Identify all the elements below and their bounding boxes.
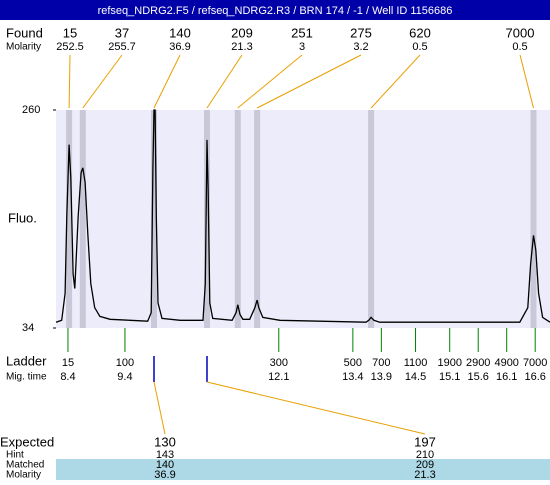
matched-value: 209 xyxy=(416,459,434,471)
mig-time: 16.1 xyxy=(496,371,517,383)
title-bar xyxy=(0,0,550,20)
mig-time: 16.6 xyxy=(524,371,545,383)
found-molarity: 252.5 xyxy=(56,41,84,53)
ladder-size: 4900 xyxy=(494,357,518,369)
expected-value: 130 xyxy=(154,434,176,449)
peak-band xyxy=(66,110,73,328)
found-molarity: 21.3 xyxy=(231,41,252,53)
peak-connector xyxy=(206,54,243,109)
expected-connector xyxy=(206,381,426,435)
peak-connector xyxy=(370,54,421,109)
peak-band xyxy=(151,110,158,328)
found-size: 209 xyxy=(231,25,253,40)
found-size: 620 xyxy=(409,25,431,40)
peak-connector xyxy=(68,54,71,109)
peak-connector xyxy=(82,54,123,109)
found-size: 251 xyxy=(291,25,313,40)
ladder-size: 500 xyxy=(344,357,362,369)
found-molarity-label: Molarity xyxy=(6,42,41,53)
mig-time: 8.4 xyxy=(60,371,75,383)
peak-band xyxy=(234,110,241,328)
found-molarity: 255.7 xyxy=(108,41,136,53)
ladder-size: 2900 xyxy=(466,357,490,369)
expected-label: Expected xyxy=(0,434,54,449)
plot-area xyxy=(56,110,550,328)
y-tick-label: 260 xyxy=(22,104,40,116)
found-molarity: 3.2 xyxy=(353,41,368,53)
ladder-size: 7000 xyxy=(523,357,547,369)
trace xyxy=(55,109,550,323)
mig-time: 14.5 xyxy=(405,371,426,383)
found-label: Found xyxy=(6,25,43,40)
found-size: 275 xyxy=(350,25,372,40)
expected-connector xyxy=(153,381,166,435)
found-molarity: 0.5 xyxy=(412,41,427,53)
matched-band xyxy=(56,459,550,480)
mig-time: 13.9 xyxy=(371,371,392,383)
mig-time: 15.1 xyxy=(439,371,460,383)
y-tick-label: 34 xyxy=(22,322,34,334)
found-size: 140 xyxy=(169,25,191,40)
hint-value: 143 xyxy=(156,449,174,461)
expected-molarity-label: Molarity xyxy=(6,470,41,480)
hint-label: Hint xyxy=(6,450,24,461)
mig-time: 12.1 xyxy=(268,371,289,383)
matched-value: 140 xyxy=(156,459,174,471)
peak-band xyxy=(254,110,261,328)
peak-band xyxy=(368,110,375,328)
matched-label: Matched xyxy=(6,460,44,471)
mig-time-label: Mig. time xyxy=(6,372,47,383)
peak-connector xyxy=(153,54,181,109)
found-size: 7000 xyxy=(506,25,535,40)
found-molarity: 0.5 xyxy=(512,41,527,53)
found-size: 15 xyxy=(63,25,77,40)
peak-connector xyxy=(256,54,362,109)
ladder-size: 100 xyxy=(116,357,134,369)
ladder-size: 1100 xyxy=(404,357,428,369)
expected-molarity: 21.3 xyxy=(414,469,435,480)
peak-band xyxy=(203,110,210,328)
mig-time: 13.4 xyxy=(342,371,363,383)
peak-connector xyxy=(237,54,303,109)
peak-band xyxy=(79,110,86,328)
ladder-size: 700 xyxy=(372,357,390,369)
mig-time: 15.6 xyxy=(467,371,488,383)
ladder-size: 1900 xyxy=(437,357,461,369)
y-label: Fluo. xyxy=(8,210,37,225)
found-molarity: 36.9 xyxy=(169,41,190,53)
title: refseq_NDRG2.F5 / refseq_NDRG2.R3 / BRN … xyxy=(98,5,453,17)
ladder-label: Ladder xyxy=(6,353,47,368)
mig-time: 9.4 xyxy=(117,371,132,383)
peak-band xyxy=(530,110,537,328)
peak-connector xyxy=(519,54,534,109)
found-molarity: 3 xyxy=(299,41,305,53)
expected-molarity: 36.9 xyxy=(154,469,175,480)
expected-value: 197 xyxy=(414,434,436,449)
found-size: 37 xyxy=(115,25,129,40)
ladder-size: 15 xyxy=(62,357,74,369)
ladder-size: 300 xyxy=(270,357,288,369)
hint-value: 210 xyxy=(416,449,434,461)
